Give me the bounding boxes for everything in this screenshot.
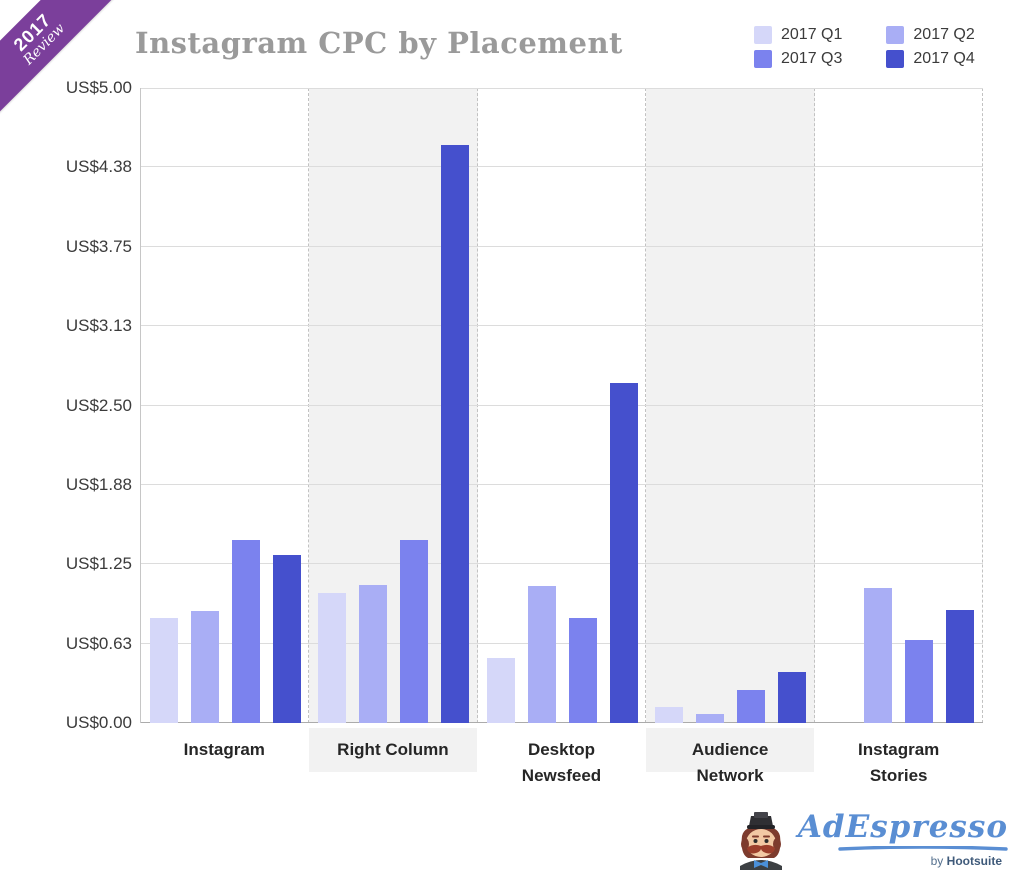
legend-swatch-icon (886, 50, 905, 68)
x-axis-labels: Instagram Right Column Desktop Newsfeed Aud… (140, 723, 983, 803)
gridline (141, 404, 983, 406)
y-tick-label: US$1.88 (65, 474, 132, 494)
bar-group-instagram (141, 88, 309, 723)
band-instagram (141, 88, 310, 723)
gridline-layer (141, 88, 983, 723)
bar-groups-layer (141, 88, 983, 723)
y-tick-label: US$0.00 (65, 713, 132, 732)
x-cell-instagram-stories: Instagram Stories (814, 723, 983, 803)
plot-area (140, 88, 984, 723)
legend-swatch-icon (754, 26, 772, 44)
bar-instagram-stories-q3 (905, 640, 934, 723)
byline-name: Hootsuite (946, 854, 1002, 868)
y-tick-label: US$4.38 (65, 157, 132, 177)
bar-instagram-stories-q2 (864, 588, 893, 723)
y-tick-label: US$2.50 (65, 395, 132, 415)
bar-right-column-q3 (400, 540, 429, 723)
mascot-icon (739, 812, 782, 870)
bar-instagram-stories-q4 (946, 609, 975, 723)
band-audience-network (646, 88, 815, 723)
y-tick-label: US$0.63 (65, 633, 132, 653)
brand-underline (838, 846, 1008, 851)
bar-desktop-newsfeed-q2 (527, 585, 556, 723)
bar-group-instagram-stories (815, 88, 983, 723)
legend-label: 2017 Q4 (913, 50, 975, 67)
legend-item-q3: 2017 Q3 (754, 50, 842, 68)
legend-label: 2017 Q3 (781, 50, 843, 67)
legend-swatch-icon (754, 50, 772, 68)
gridline (141, 325, 983, 327)
y-tick-label: US$1.25 (65, 554, 132, 574)
x-cell-desktop-newsfeed: Desktop Newsfeed (477, 723, 646, 803)
bar-instagram-q3 (231, 540, 260, 723)
bar-audience-network-q4 (777, 672, 806, 723)
legend-item-q1: 2017 Q1 (754, 26, 842, 44)
x-cell-audience-network: Audience Network (645, 723, 815, 803)
category-label: Instagram Stories (858, 740, 940, 786)
bar-group-desktop-newsfeed (478, 88, 646, 723)
label-shade-box (308, 728, 478, 772)
y-tick-label: US$3.75 (65, 236, 132, 256)
label-shade-box (645, 728, 815, 772)
adespresso-logo: AdEspresso by Hootsuite (732, 810, 1008, 870)
category-label: Instagram (183, 740, 265, 759)
gridline (141, 166, 983, 168)
bar-audience-network-q1 (654, 706, 683, 723)
gridline (141, 642, 983, 644)
bar-audience-network-q3 (736, 689, 765, 723)
bar-desktop-newsfeed-q3 (568, 617, 597, 723)
bar-instagram-q2 (190, 611, 219, 723)
band-desktop-newsfeed (478, 88, 647, 723)
gridline (141, 722, 983, 723)
brand-name: AdEspresso (797, 809, 1008, 845)
legend-label: 2017 Q1 (781, 26, 843, 43)
byline: by Hootsuite (931, 854, 1002, 868)
x-cell-right-column: Right Column (308, 723, 478, 803)
y-tick-label: US$3.13 (65, 316, 132, 336)
bar-group-audience-network (646, 88, 814, 723)
bar-right-column-q2 (359, 584, 388, 723)
gridline (141, 88, 983, 89)
byline-prefix: by (930, 854, 944, 868)
bar-right-column-q4 (441, 145, 470, 723)
legend-label: 2017 Q2 (913, 26, 975, 43)
year-review-ribbon: 2017 Review (0, 0, 127, 127)
gridline (141, 483, 983, 485)
category-label: Audience Network (691, 740, 769, 786)
bar-instagram-q1 (149, 617, 178, 723)
bar-audience-network-q2 (695, 714, 724, 723)
chart-legend: 2017 Q1 2017 Q2 2017 Q3 2017 Q4 (754, 26, 975, 68)
bar-desktop-newsfeed-q4 (609, 382, 638, 723)
bar-instagram-q4 (272, 555, 301, 723)
x-cell-instagram: Instagram (140, 723, 309, 803)
gridline (141, 245, 983, 247)
bar-right-column-q1 (318, 593, 347, 723)
chart-title: Instagram CPC by Placement (135, 26, 623, 60)
legend-item-q2: 2017 Q2 (886, 26, 975, 44)
category-label: Desktop Newsfeed (521, 740, 602, 786)
category-label: Right Column (337, 740, 449, 759)
gridline (141, 563, 983, 565)
bar-group-right-column (309, 88, 477, 723)
y-tick-label: US$5.00 (65, 78, 132, 97)
bar-desktop-newsfeed-q1 (486, 658, 515, 723)
legend-swatch-icon (886, 26, 905, 44)
band-instagram-stories (815, 88, 984, 723)
legend-item-q4: 2017 Q4 (886, 50, 975, 68)
